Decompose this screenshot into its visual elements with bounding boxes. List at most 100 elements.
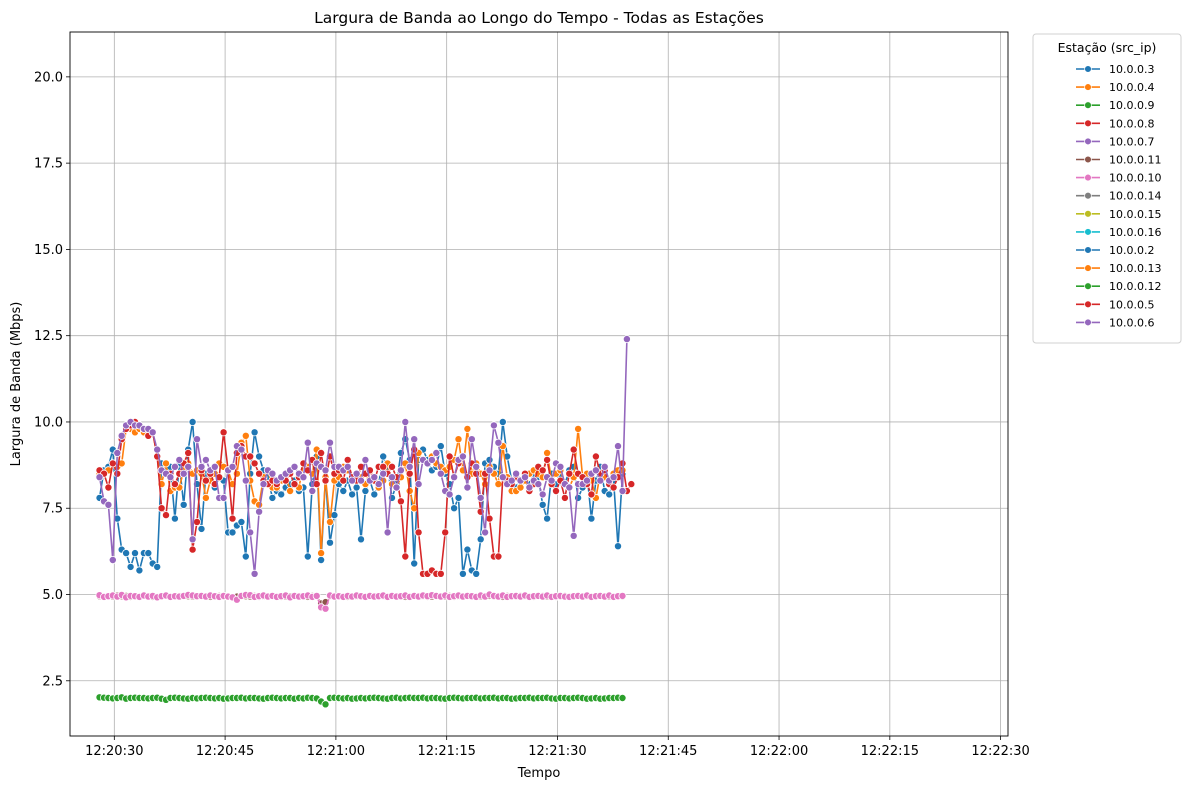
- data-point: [600, 462, 609, 471]
- data-point: [321, 604, 330, 613]
- data-point: [591, 466, 600, 475]
- data-point: [153, 445, 162, 454]
- legend-marker: [1084, 318, 1092, 327]
- data-point: [250, 569, 259, 578]
- data-point: [458, 569, 467, 578]
- data-point: [569, 531, 578, 540]
- data-point: [574, 493, 583, 502]
- legend-frame: [1032, 33, 1182, 344]
- data-point: [348, 490, 357, 499]
- legend-label: 10.0.0.16: [1109, 226, 1161, 239]
- data-point: [622, 335, 631, 344]
- series-10-0-0-7: [95, 335, 631, 578]
- data-point: [325, 518, 334, 527]
- data-point: [268, 469, 277, 478]
- data-point: [192, 435, 201, 444]
- data-point: [179, 469, 188, 478]
- data-point: [170, 462, 179, 471]
- grid: [70, 32, 1008, 736]
- legend-label: 10.0.0.12: [1109, 280, 1161, 293]
- legend-entry: 10.0.0.2: [1076, 244, 1154, 257]
- data-point: [161, 459, 170, 468]
- data-point: [188, 535, 197, 544]
- legend-entry: 10.0.0.9: [1076, 99, 1154, 112]
- legend-entry: 10.0.0.10: [1076, 172, 1161, 185]
- data-point: [250, 428, 259, 437]
- data-point: [370, 490, 379, 499]
- data-point: [237, 518, 246, 527]
- data-point: [219, 493, 228, 502]
- data-point: [321, 700, 330, 709]
- legend-items: 10.0.0.3 10.0.0.4 10.0.0.9 10.0.0.8 10.0.0.7…: [1076, 63, 1161, 329]
- legend-entry: 10.0.0.5: [1076, 298, 1154, 311]
- data-point: [387, 473, 396, 482]
- y-tick-label: 5.0: [42, 588, 63, 603]
- data-point: [201, 476, 210, 485]
- data-point: [538, 466, 547, 475]
- x-tick-label: 12:20:45: [196, 744, 254, 759]
- legend-marker: [1084, 228, 1092, 236]
- legend-label: 10.0.0.4: [1109, 81, 1154, 94]
- data-point: [246, 528, 255, 537]
- data-point: [498, 417, 507, 426]
- data-point: [170, 514, 179, 523]
- data-point: [303, 552, 312, 561]
- data-point: [379, 462, 388, 471]
- data-point: [192, 518, 201, 527]
- data-point: [498, 473, 507, 482]
- data-point: [255, 507, 264, 516]
- legend-label: 10.0.0.5: [1109, 298, 1154, 311]
- x-tick-label: 12:22:00: [750, 744, 808, 759]
- data-point: [348, 476, 357, 485]
- data-point: [516, 483, 525, 492]
- legend-marker: [1084, 246, 1092, 254]
- data-point: [108, 556, 117, 565]
- data-point: [144, 549, 153, 558]
- legend-marker: [1084, 191, 1092, 200]
- data-point: [547, 476, 556, 485]
- data-point: [352, 483, 361, 492]
- legend-entry: 10.0.0.11: [1076, 154, 1161, 167]
- data-point: [560, 493, 569, 502]
- data-point: [135, 566, 144, 575]
- data-point: [396, 466, 405, 475]
- data-point: [627, 480, 636, 489]
- legend-entry: 10.0.0.12: [1076, 280, 1161, 293]
- legend-marker: [1084, 282, 1092, 290]
- data-point: [290, 480, 299, 489]
- data-point: [618, 591, 627, 600]
- data-point: [463, 545, 472, 554]
- legend-title: Estação (src_ip): [1058, 40, 1157, 55]
- data-point: [512, 469, 521, 478]
- data-point: [489, 421, 498, 430]
- data-point: [605, 490, 614, 499]
- data-point: [339, 486, 348, 495]
- legend-label: 10.0.0.7: [1109, 135, 1154, 148]
- y-tick-label: 12.5: [34, 329, 63, 344]
- data-point: [104, 500, 113, 509]
- data-point: [241, 476, 250, 485]
- data-point: [614, 542, 623, 551]
- y-axis: 2.5 5.0 7.5 10.0 12.5 15.0 17.5 20.0: [34, 70, 70, 689]
- legend-marker: [1084, 101, 1092, 109]
- data-point: [538, 500, 547, 509]
- y-tick-label: 7.5: [42, 502, 63, 517]
- data-point: [379, 452, 388, 461]
- data-point: [387, 462, 396, 471]
- data-point: [201, 493, 210, 502]
- data-point: [330, 511, 339, 520]
- data-point: [339, 476, 348, 485]
- legend-label: 10.0.0.14: [1109, 190, 1161, 203]
- x-tick-label: 12:20:30: [85, 744, 143, 759]
- data-point: [410, 559, 419, 568]
- data-point: [609, 483, 618, 492]
- data-point: [321, 476, 330, 485]
- data-point: [153, 562, 162, 571]
- data-point: [472, 569, 481, 578]
- data-point: [356, 535, 365, 544]
- y-tick-label: 20.0: [34, 70, 63, 85]
- data-point: [467, 435, 476, 444]
- data-point: [587, 490, 596, 499]
- data-point: [565, 483, 574, 492]
- chart-title: Largura de Banda ao Longo do Tempo - Tod…: [314, 9, 764, 27]
